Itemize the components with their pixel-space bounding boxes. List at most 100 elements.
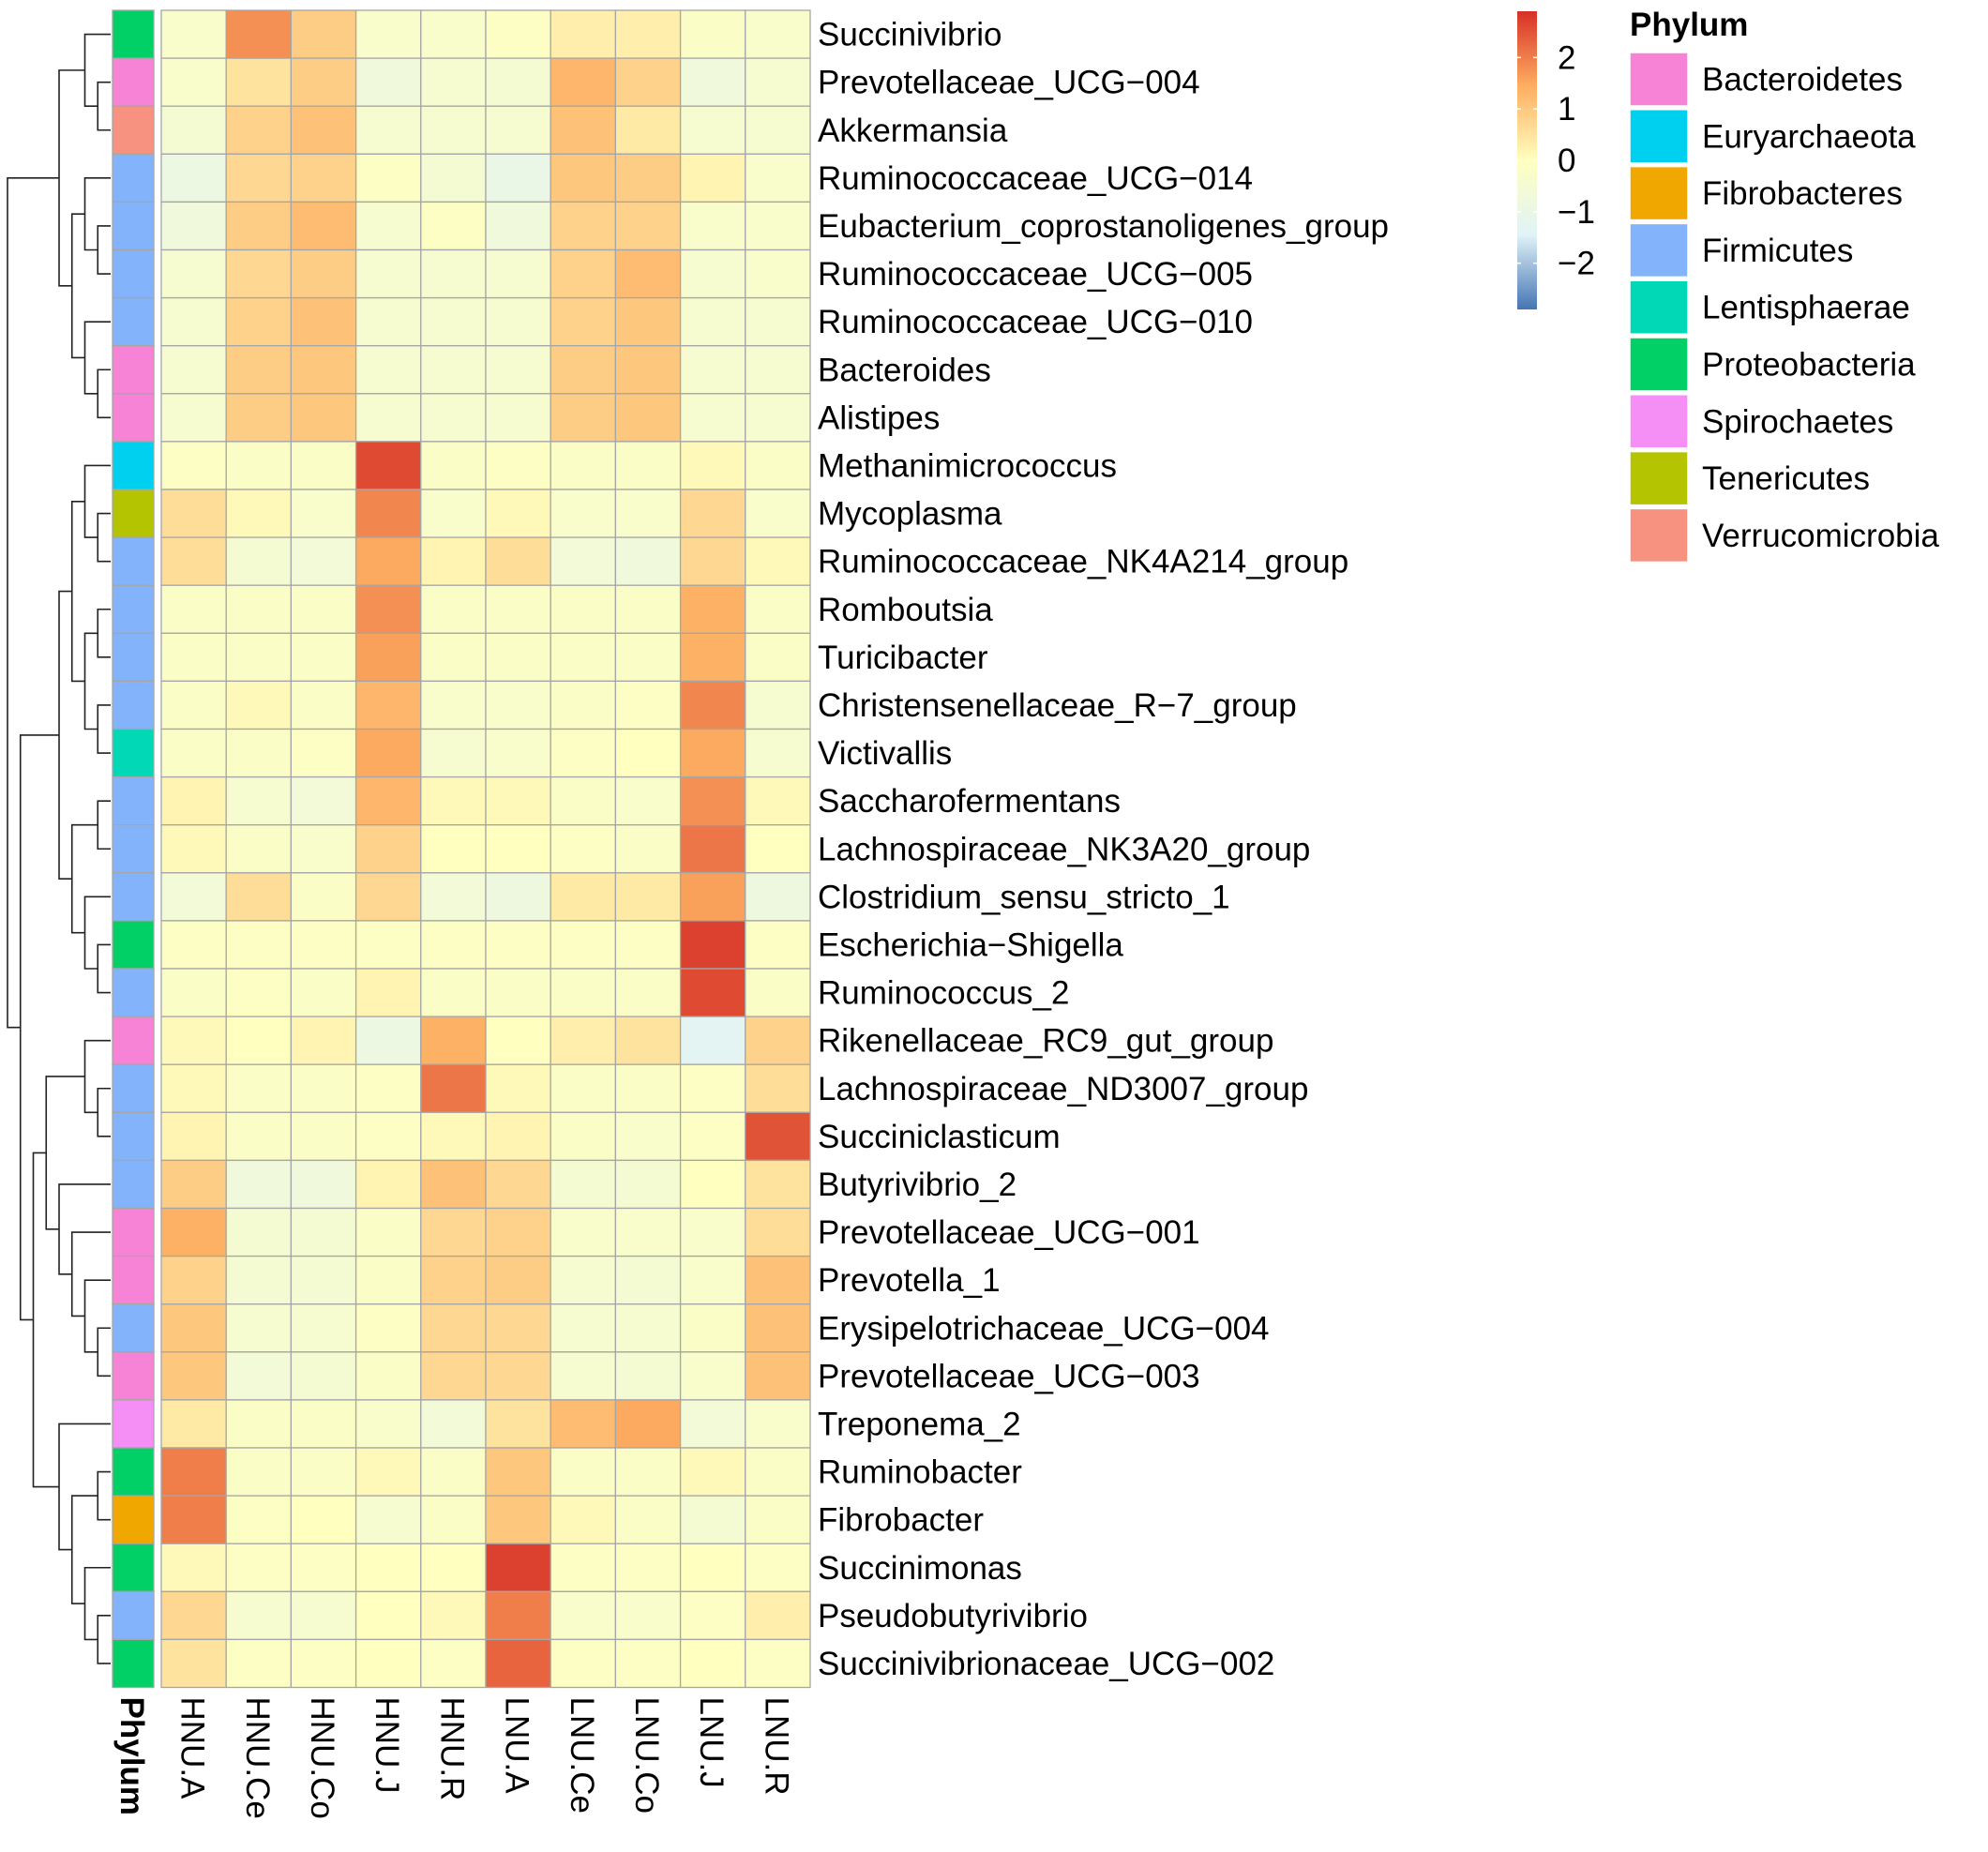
heatmap-cell: [354, 968, 422, 1017]
heatmap-cell: [550, 393, 617, 443]
row-label: Lachnospiraceae_ND3007_group: [818, 1071, 1308, 1107]
heatmap-cell: [354, 441, 422, 490]
heatmap-cell: [225, 393, 293, 443]
heatmap-cell: [160, 1590, 227, 1641]
heatmap-cell: [745, 1495, 811, 1544]
heatmap-cell: [550, 1590, 617, 1641]
heatmap-cell: [679, 489, 746, 538]
heatmap-cell: [679, 1399, 746, 1449]
heatmap-cell: [679, 1351, 746, 1401]
heatmap-cell: [485, 105, 551, 155]
phylum-annotation-cell: [112, 632, 155, 683]
heatmap-cell: [160, 248, 227, 299]
heatmap-cell: [160, 1063, 227, 1113]
heatmap-cell: [420, 1207, 487, 1257]
row-dendrogram: [7, 33, 111, 1664]
heatmap-cell: [354, 536, 422, 586]
phylum-annotation-cell: [112, 1447, 155, 1497]
phylum-legend: Phylum Bacteroidetes Euryarchaeota Fibrobac…: [1629, 7, 1939, 564]
heatmap-cell: [420, 1590, 487, 1641]
heatmap-cell: [420, 1351, 487, 1401]
heatmap-cell: [225, 824, 293, 874]
heatmap-cell: [679, 153, 746, 203]
phylum-annotation-cell: [112, 1399, 155, 1449]
heatmap-cell: [160, 1447, 227, 1497]
heatmap-cell: [485, 9, 551, 59]
phylum-legend-label: Spirochaetes: [1702, 403, 1893, 440]
heatmap-cell: [679, 105, 746, 155]
heatmap-cell: [679, 57, 746, 107]
row-label: Treponema_2: [818, 1406, 1021, 1442]
heatmap-cell: [745, 920, 811, 970]
heatmap-cell: [485, 1543, 551, 1592]
heatmap-cell: [745, 105, 811, 155]
heatmap-cell: [160, 1303, 227, 1353]
row-label: Butyrivibrio_2: [818, 1167, 1017, 1203]
phylum-legend-label: Proteobacteria: [1702, 347, 1916, 384]
heatmap-cell: [225, 1159, 293, 1210]
heatmap-cell: [420, 1638, 487, 1689]
dendrogram-branch: [97, 1470, 111, 1521]
row-label: Christensenellaceae_R−7_group: [818, 687, 1297, 724]
phylum-annotation-cell: [112, 536, 155, 586]
dendrogram-branch: [97, 1087, 111, 1137]
phylum-legend-title: Phylum: [1630, 7, 1748, 43]
phylum-annotation-cell: [112, 153, 155, 203]
heatmap-cell: [550, 105, 617, 155]
phylum-legend-label: Verrucomicrobia: [1702, 518, 1939, 554]
heatmap-cell: [290, 1638, 357, 1689]
heatmap-cell: [290, 775, 357, 826]
phylum-legend-swatch: [1629, 450, 1689, 506]
dendrogram-branch: [70, 213, 85, 359]
heatmap-cell: [745, 1255, 811, 1305]
heatmap-cell: [354, 1016, 422, 1065]
heatmap-cell: [745, 1016, 811, 1065]
phylum-legend-swatch: [1629, 279, 1689, 335]
column-label: LNU.Ce: [564, 1697, 600, 1814]
phylum-annotation-column: [112, 9, 155, 1689]
row-label: Bacteroides: [818, 352, 991, 388]
heatmap-cell: [354, 1207, 422, 1257]
phylum-legend-label: Lentisphaerae: [1702, 290, 1910, 326]
heatmap-cell: [420, 1063, 487, 1113]
heatmap-cell: [745, 680, 811, 730]
heatmap-cell: [420, 632, 487, 683]
phylum-annotation-cell: [112, 57, 155, 107]
heatmap-cell: [745, 9, 811, 59]
heatmap-cell: [679, 441, 746, 490]
heatmap-cell: [745, 1638, 811, 1689]
phylum-legend-swatch: [1629, 222, 1689, 279]
heatmap-cell: [420, 775, 487, 826]
phylum-annotation-cell: [112, 1543, 155, 1592]
heatmap-cell: [160, 1016, 227, 1065]
phylum-legend-label: Firmicutes: [1702, 233, 1853, 269]
heatmap-cell: [745, 201, 811, 251]
row-label: Eubacterium_coprostanoligenes_group: [818, 208, 1389, 245]
heatmap-cell: [679, 1447, 746, 1497]
heatmap-cell: [420, 1159, 487, 1210]
heatmap-cell: [745, 1303, 811, 1353]
heatmap-cell: [160, 680, 227, 730]
heatmap-cell: [290, 584, 357, 634]
row-label: Ruminococcaceae_UCG−014: [818, 160, 1253, 197]
column-label: LNU.J: [693, 1697, 730, 1788]
heatmap-cell: [550, 441, 617, 490]
heatmap-cell: [290, 345, 357, 395]
heatmap-cell: [225, 1495, 293, 1544]
heatmap-cell: [745, 441, 811, 490]
heatmap-cell: [745, 393, 811, 443]
heatmap-cell: [160, 632, 227, 683]
heatmap-cell: [550, 536, 617, 586]
column-label: LNU.Co: [628, 1697, 665, 1814]
heatmap-cell: [614, 680, 682, 730]
heatmap-cell: [614, 920, 682, 970]
heatmap-cell: [290, 680, 357, 730]
phylum-legend-label: Tenericutes: [1702, 460, 1870, 497]
heatmap-cell: [614, 105, 682, 155]
row-label: Victivallis: [818, 735, 952, 772]
row-label: Turicibacter: [818, 640, 988, 676]
heatmap-cell: [614, 441, 682, 490]
phylum-annotation-cell: [112, 728, 155, 778]
heatmap-cell: [420, 441, 487, 490]
heatmap-cell: [354, 1351, 422, 1401]
